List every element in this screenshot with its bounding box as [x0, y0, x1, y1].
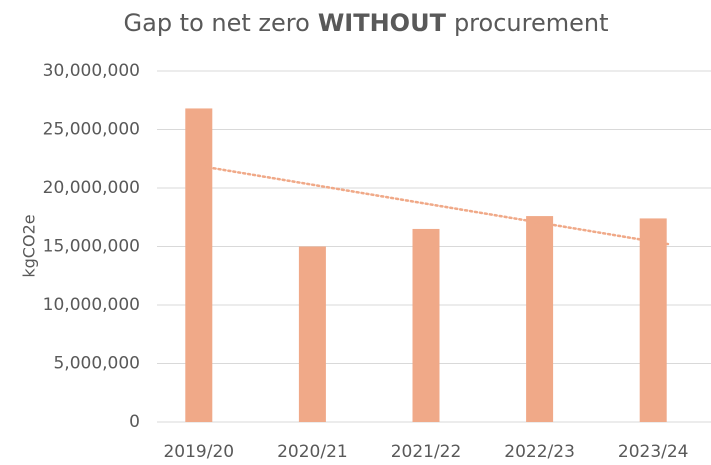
y-tick-label: 15,000,000	[43, 237, 140, 257]
y-axis-label: kgCO2e	[20, 214, 39, 277]
x-tick-label: 2020/21	[277, 442, 348, 462]
title-part: procurement	[454, 9, 609, 37]
bar	[185, 108, 213, 422]
y-tick-label: 20,000,000	[43, 178, 140, 198]
chart-title: Gap to net zero WITHOUT procurement	[124, 9, 609, 37]
bar	[526, 216, 554, 422]
title-part: WITHOUT	[318, 9, 447, 37]
title-part: Gap to net zero	[124, 9, 310, 37]
y-tick-label: 0	[129, 412, 140, 432]
bar	[639, 218, 667, 422]
bar	[412, 228, 440, 422]
trendline	[197, 164, 670, 246]
y-tick-label: 10,000,000	[43, 295, 140, 315]
x-tick-label: 2021/22	[391, 442, 462, 462]
x-tick-label: 2019/20	[163, 442, 234, 462]
bar	[298, 246, 326, 422]
y-tick-label: 5,000,000	[53, 354, 140, 374]
y-tick-label: 25,000,000	[43, 120, 140, 140]
y-tick-label: 30,000,000	[43, 61, 140, 81]
x-tick-label: 2022/23	[504, 442, 575, 462]
x-tick-label: 2023/24	[618, 442, 689, 462]
